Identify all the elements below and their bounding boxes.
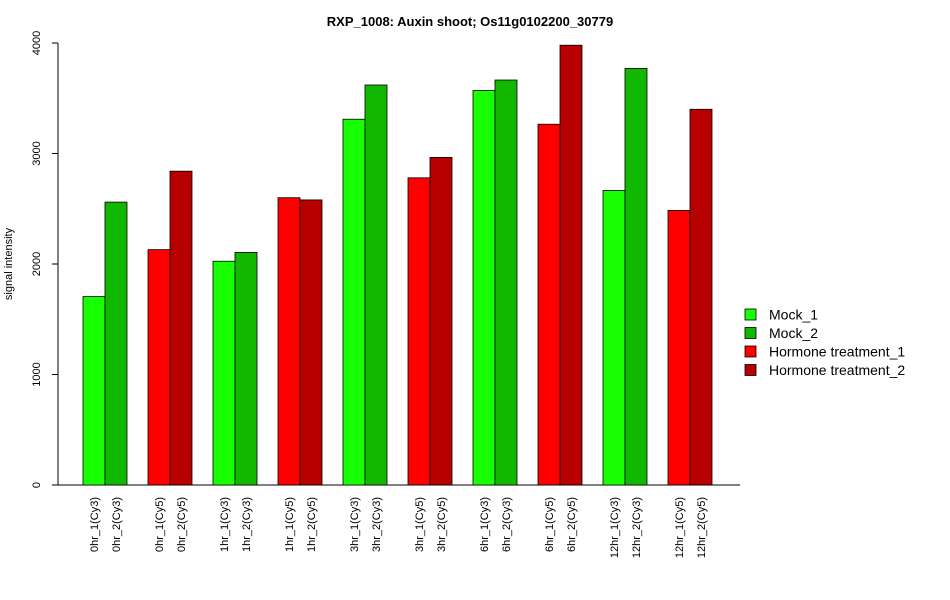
y-tick-label: 4000 — [31, 31, 43, 55]
chart-title: RXP_1008: Auxin shoot; Os11g0102200_3077… — [327, 14, 613, 29]
x-axis-tick-labels: 0hr_1(Cy3) 0hr_2(Cy3) 0hr_1(Cy5) 0hr_2(Cy5)… — [89, 497, 708, 558]
bar — [169, 170, 193, 486]
x-tick-label: 1hr_1(Cy3) — [219, 497, 231, 552]
y-tick-label: 2000 — [31, 252, 43, 276]
x-tick-label: 0hr_2(Cy5) — [176, 497, 188, 552]
x-tick-label: 1hr_2(Cy5) — [306, 497, 318, 552]
legend-label: Mock_1 — [769, 307, 818, 323]
y-tick-label: 3000 — [31, 141, 43, 165]
x-tick-label: 1hr_1(Cy5) — [284, 497, 296, 552]
x-tick-label: 6hr_2(Cy5) — [566, 497, 578, 552]
bar — [667, 210, 691, 486]
bar — [299, 199, 323, 486]
bar — [624, 68, 648, 486]
bar — [277, 197, 301, 486]
bar — [602, 190, 626, 486]
bars — [82, 44, 713, 486]
bar — [429, 156, 453, 486]
x-tick-label: 6hr_1(Cy5) — [544, 497, 556, 552]
bar — [342, 118, 366, 486]
x-tick-label: 1hr_2(Cy3) — [241, 497, 253, 552]
y-tick-label: 1000 — [31, 362, 43, 386]
legend-swatch — [744, 364, 757, 376]
legend-swatch — [744, 345, 757, 358]
bar — [82, 296, 106, 486]
bar — [537, 123, 561, 486]
x-tick-label: 12hr_2(Cy5) — [696, 497, 708, 558]
x-tick-label: 6hr_1(Cy3) — [479, 497, 491, 552]
bar — [234, 251, 258, 486]
bar — [407, 177, 431, 486]
legend: Mock_1 Mock_2 Hormone treatment_1 Hormone t… — [744, 307, 905, 378]
x-tick-label: 0hr_1(Cy5) — [154, 497, 166, 552]
x-tick-label: 6hr_2(Cy3) — [501, 497, 513, 552]
x-tick-label: 12hr_2(Cy3) — [631, 497, 643, 558]
legend-label: Hormone treatment_1 — [769, 344, 905, 360]
x-tick-label: 0hr_2(Cy3) — [111, 497, 123, 552]
bar — [472, 90, 496, 486]
legend-swatch — [744, 327, 757, 339]
bar — [364, 84, 388, 486]
bar — [689, 108, 713, 486]
bar — [104, 201, 128, 486]
x-tick-label: 12hr_1(Cy3) — [609, 497, 621, 558]
legend-label: Mock_2 — [769, 325, 818, 341]
x-tick-label: 0hr_1(Cy3) — [89, 497, 101, 552]
bar — [559, 44, 583, 486]
bar — [494, 79, 518, 486]
bar — [212, 260, 236, 486]
x-tick-label: 3hr_1(Cy5) — [414, 497, 426, 552]
x-tick-label: 3hr_2(Cy3) — [371, 497, 383, 552]
legend-swatch — [744, 308, 757, 321]
y-axis-label: signal intensity — [3, 227, 15, 300]
legend-label: Hormone treatment_2 — [769, 362, 905, 378]
x-tick-label: 3hr_1(Cy3) — [349, 497, 361, 552]
x-tick-label: 3hr_2(Cy5) — [436, 497, 448, 552]
bar — [147, 249, 171, 486]
y-tick-label: 0 — [31, 482, 43, 488]
x-tick-label: 12hr_1(Cy5) — [674, 497, 686, 558]
y-axis: 0 1000 2000 3000 4000 — [31, 31, 59, 488]
